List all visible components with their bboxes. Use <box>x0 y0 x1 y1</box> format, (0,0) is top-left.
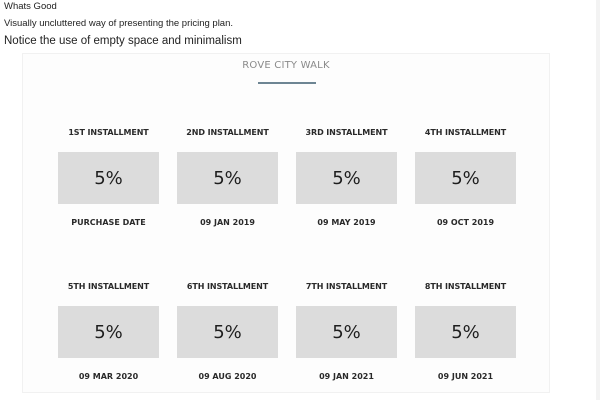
installment-card: 3RD INSTALLMENT 5% 09 MAY 2019 <box>296 128 397 230</box>
installment-label: 1ST INSTALLMENT <box>68 128 149 137</box>
installment-date: 09 JAN 2021 <box>319 372 374 381</box>
note-observation: Notice the use of empty space and minima… <box>4 35 242 47</box>
installment-percent-box: 5% <box>58 152 159 204</box>
installment-card: 8TH INSTALLMENT 5% 09 JUN 2021 <box>415 282 516 384</box>
installment-card: 7TH INSTALLMENT 5% 09 JAN 2021 <box>296 282 397 384</box>
installment-percent-box: 5% <box>415 306 516 358</box>
installment-date: 09 MAY 2019 <box>317 218 376 227</box>
installment-label: 8TH INSTALLMENT <box>424 282 507 291</box>
pricing-plan-panel: ROVE CITY WALK 1ST INSTALLMENT 5% PURCHA… <box>22 53 550 393</box>
installment-percent-box: 5% <box>177 306 278 358</box>
installment-label: 7TH INSTALLMENT <box>305 282 388 291</box>
installment-card: 2ND INSTALLMENT 5% 09 JAN 2019 <box>177 128 278 230</box>
installment-date: 09 AUG 2020 <box>198 372 257 381</box>
installment-date: 09 OCT 2019 <box>436 218 495 227</box>
installment-label: 5TH INSTALLMENT <box>67 282 150 291</box>
installment-card: 4TH INSTALLMENT 5% 09 OCT 2019 <box>415 128 516 230</box>
installment-date: PURCHASE DATE <box>71 218 146 227</box>
installment-percent-box: 5% <box>177 152 278 204</box>
annotation-notes: Whats Good Visually uncluttered way of p… <box>4 0 596 49</box>
installment-label: 4TH INSTALLMENT <box>424 128 507 137</box>
installment-date: 09 JAN 2019 <box>200 218 255 227</box>
installment-grid: 1ST INSTALLMENT 5% PURCHASE DATE 2ND INS… <box>58 128 516 384</box>
installment-percent-box: 5% <box>415 152 516 204</box>
installment-card: 1ST INSTALLMENT 5% PURCHASE DATE <box>58 128 159 230</box>
installment-label: 2ND INSTALLMENT <box>186 128 269 137</box>
installment-percent-box: 5% <box>296 152 397 204</box>
installment-card: 6TH INSTALLMENT 5% 09 AUG 2020 <box>177 282 278 384</box>
installment-percent-box: 5% <box>296 306 397 358</box>
installment-date: 09 MAR 2020 <box>78 372 139 381</box>
note-heading: Whats Good <box>4 1 57 12</box>
installment-date: 09 JUN 2021 <box>437 372 494 381</box>
scrollbar-track[interactable] <box>596 0 600 400</box>
installment-percent-box: 5% <box>58 306 159 358</box>
note-description: Visually uncluttered way of presenting t… <box>4 18 234 29</box>
installment-label: 6TH INSTALLMENT <box>186 282 269 291</box>
title-underline <box>258 82 316 84</box>
installment-card: 5TH INSTALLMENT 5% 09 MAR 2020 <box>58 282 159 384</box>
installment-label: 3RD INSTALLMENT <box>305 128 388 137</box>
plan-title: ROVE CITY WALK <box>242 60 330 71</box>
